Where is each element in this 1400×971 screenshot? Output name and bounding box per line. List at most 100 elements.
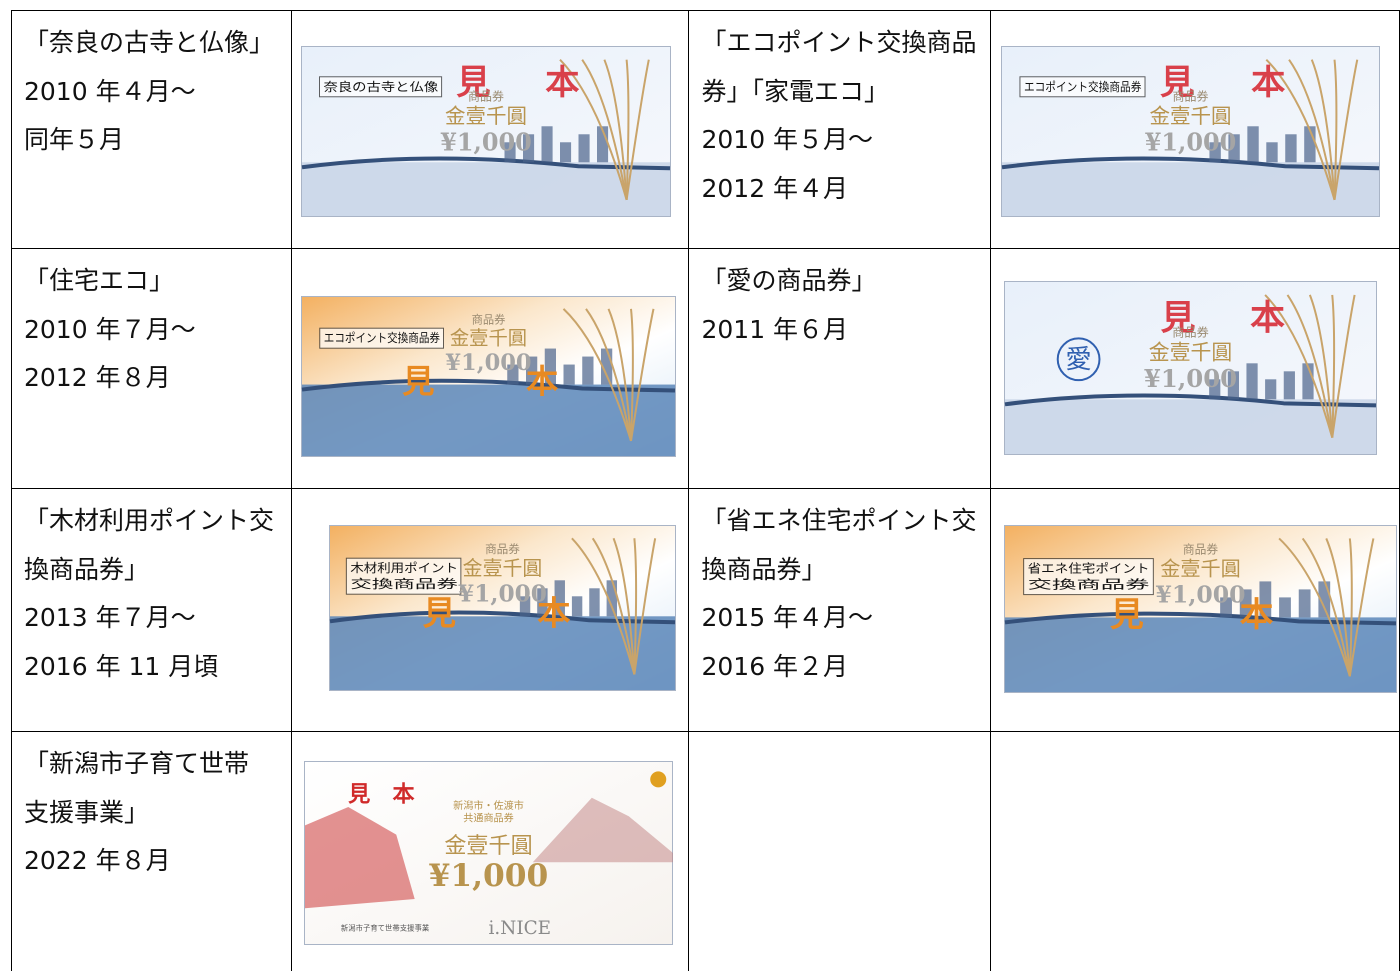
voucher-label: 木材利用ポイント: [350, 561, 458, 575]
plant: [633, 538, 657, 675]
label-box: [345, 557, 462, 595]
amount: 金壹千圓: [1161, 556, 1242, 580]
mark: 本: [393, 781, 416, 807]
table-cell: エコポイント交換商品券 見 本商品券 金壹千圓 ¥1,000: [990, 10, 1400, 249]
building: [1279, 597, 1292, 618]
text-line: 2011 年６月: [701, 314, 849, 344]
text-line: 2012 年８月: [24, 363, 171, 392]
text-line: 2010 年４月～: [24, 76, 196, 106]
plant: [1287, 294, 1334, 438]
building: [1318, 581, 1331, 618]
building: [1299, 589, 1311, 618]
plant: [633, 538, 638, 675]
footer: 新潟市子育て世帯支援事業: [341, 923, 430, 932]
plant: [629, 308, 655, 442]
voucher-label: 交換商品券: [1028, 577, 1150, 592]
voucher-label: 交換商品券: [350, 576, 458, 591]
cell-text: 「愛の商品券」 2011 年６月: [689, 249, 990, 354]
mark: 本: [1252, 63, 1286, 103]
brand: i.NICE: [488, 918, 551, 939]
building: [1209, 142, 1222, 163]
table-cell: 「新潟市子育て世帯 支援事業」 2022 年８月: [11, 731, 292, 971]
text-line: 「住宅エコ」: [24, 266, 175, 295]
building: [544, 348, 556, 385]
river: [329, 616, 675, 690]
building: [559, 142, 572, 163]
table-row: 「住宅エコ」 2010 年７月～ 2012 年８月 エコポイント交換商品券見本商品券金…: [11, 248, 1400, 489]
cell-text: 「木材利用ポイント交 換商品券」 2013 年７月～ 2016 年 11 月頃: [12, 489, 291, 691]
table-cell: 「愛の商品券」 2011 年６月: [688, 248, 992, 489]
plant: [1349, 538, 1354, 677]
plant: [1333, 59, 1338, 200]
plant: [1266, 58, 1336, 201]
building: [563, 364, 575, 385]
plant: [1311, 59, 1336, 200]
mountain: [532, 797, 673, 863]
amount: 金壹千圓: [445, 104, 527, 128]
river: [1002, 162, 1380, 216]
plant: [585, 308, 632, 442]
voucher-label: エコポイント交換商品券: [1024, 79, 1141, 94]
plant: [1331, 294, 1336, 438]
plant: [591, 537, 636, 675]
kind: 商品券: [468, 89, 504, 104]
building: [600, 348, 613, 385]
table-cell: 「エコポイント交換商品 券」「家電エコ」 2010 年５月～ 2012 年４月: [688, 10, 992, 249]
table-cell: 省エネ住宅ポイント 交換商品券見 本 商品券 金壹千圓 ¥1,000: [990, 488, 1400, 732]
bridge: [1005, 393, 1377, 408]
plant: [612, 537, 636, 675]
table-cell: 「木材利用ポイント交 換商品券」 2013 年７月～ 2016 年 11 月頃: [11, 488, 292, 732]
table-row: 「奈良の古寺と仏像」 2010 年４月～ 同年５月 奈良の古寺と仏像 見 本商品券 金壹千圓…: [11, 10, 1400, 249]
mark: 本: [526, 363, 558, 401]
building: [589, 588, 600, 617]
table-cell: [990, 731, 1400, 971]
text-line: 券」「家電エコ」: [701, 76, 889, 106]
river: [1005, 617, 1397, 692]
kind: 商品券: [1173, 89, 1209, 104]
label-box: [319, 327, 444, 349]
river: [301, 384, 675, 456]
table-cell: [688, 731, 992, 971]
bridge: [301, 156, 671, 171]
building: [1228, 134, 1241, 163]
text-line: 「省エネ住宅ポイント交: [701, 506, 977, 535]
table-cell: 奈良の古寺と仏像 見 本商品券 金壹千圓 ¥1,000: [290, 10, 690, 249]
label-box: [1019, 76, 1146, 98]
mark: 見: [456, 63, 490, 103]
kind: 商品券: [1173, 325, 1210, 340]
table-cell: 愛 見 本商品券 金壹千圓 ¥1,000: [990, 248, 1400, 489]
river: [301, 162, 670, 216]
yen: ¥1,000: [1156, 580, 1246, 608]
text-line: 換商品券」: [24, 554, 150, 584]
plant: [1288, 59, 1336, 201]
mark: 見: [402, 363, 434, 401]
amount: 金壹千圓: [1150, 104, 1232, 128]
yen: ¥1,000: [429, 858, 549, 894]
table-cell: エコポイント交換商品券見本商品券 金壹千圓 ¥1,000: [290, 248, 690, 489]
mark: 本: [1240, 594, 1274, 634]
mark: 見: [1161, 63, 1195, 103]
building: [596, 126, 609, 163]
label-box: [318, 76, 443, 98]
plant: [1309, 294, 1334, 438]
text-line: 2013 年７月～: [24, 603, 196, 632]
table-row: 「木材利用ポイント交 換商品券」 2013 年７月～ 2016 年 11 月頃 木材利用…: [11, 488, 1400, 732]
voucher-label: 共通商品券: [463, 812, 514, 825]
mark: 本: [537, 594, 570, 633]
kind: 商品券: [1183, 543, 1219, 557]
yen: ¥1,000: [1144, 364, 1237, 393]
cell-text: 「エコポイント交換商品 券」「家電エコ」 2010 年５月～ 2012 年４月: [689, 11, 990, 213]
building: [525, 356, 538, 385]
plant: [581, 59, 628, 201]
table-cell: 「住宅エコ」 2010 年７月～ 2012 年８月: [11, 248, 292, 489]
building: [507, 364, 519, 385]
bridge: [301, 378, 676, 393]
building: [1240, 589, 1253, 618]
mark: 見: [1111, 594, 1145, 634]
yen: ¥1,000: [1145, 128, 1237, 156]
building: [537, 588, 548, 617]
building: [1266, 142, 1279, 163]
